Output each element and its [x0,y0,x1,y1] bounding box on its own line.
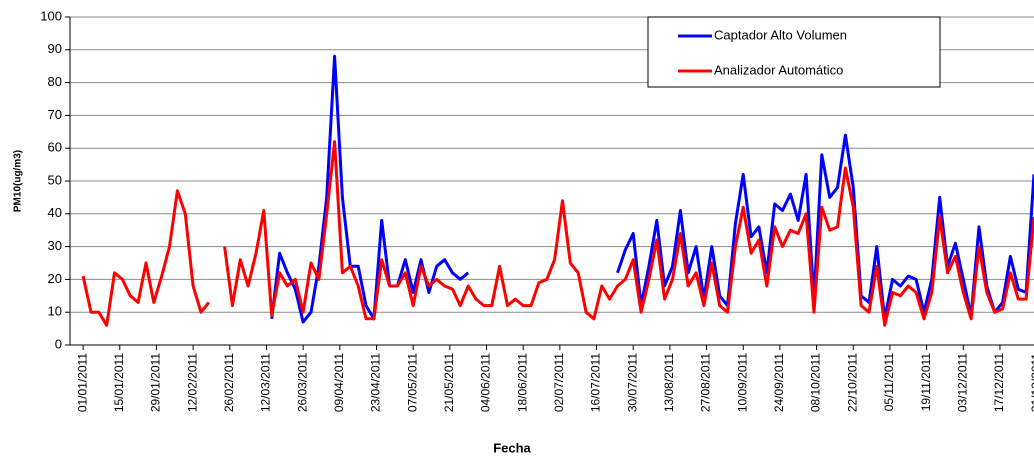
x-tick-label: 26/03/2011 [295,353,309,412]
legend-label: Captador Alto Volumen [714,27,847,42]
x-tick-label: 21/05/2011 [442,353,456,412]
x-axis-label: Fecha [493,440,531,455]
x-tick-label: 15/01/2011 [112,353,126,412]
x-tick-label: 02/07/2011 [552,353,566,412]
x-tick-label: 04/06/2011 [479,353,493,412]
x-tick-label: 12/03/2011 [259,353,273,412]
y-tick-label: 80 [48,74,62,89]
legend-box [647,16,941,88]
x-tick-label: 03/12/2011 [955,353,969,412]
y-tick-label: 40 [48,205,62,220]
y-axis-label: PM10(ug/m3) [13,150,24,212]
x-tick-label: 12/02/2011 [185,353,199,412]
x-tick-label: 29/01/2011 [149,353,163,412]
x-tick-label: 22/10/2011 [845,353,859,412]
y-tick-label: 0 [55,336,62,351]
y-tick-label: 20 [48,271,62,286]
y-tick-label: 10 [48,304,62,319]
x-tick-label: 31/12/2011 [1029,353,1034,412]
x-tick-label: 13/08/2011 [662,353,676,412]
y-tick-label: 100 [40,8,62,23]
x-tick-label: 24/09/2011 [772,353,786,412]
x-tick-label: 26/02/2011 [222,353,236,412]
y-tick-label: 30 [48,238,62,253]
x-tick-label: 08/10/2011 [809,353,823,412]
x-tick-label: 05/11/2011 [882,353,896,412]
x-tick-label: 09/04/2011 [332,353,346,412]
series-line [81,140,1034,327]
x-tick-label: 17/12/2011 [992,353,1006,412]
y-tick-label: 90 [48,41,62,56]
x-tick-label: 01/01/2011 [75,353,89,412]
y-tick-label: 50 [48,172,62,187]
x-tick-label: 23/04/2011 [369,353,383,412]
x-tick-label: 27/08/2011 [699,353,713,412]
y-tick-label: 60 [48,140,62,155]
series-line [270,54,1034,324]
x-tick-label: 16/07/2011 [589,353,603,412]
x-tick-label: 07/05/2011 [405,353,419,412]
x-tick-label: 30/07/2011 [625,353,639,412]
x-tick-label: 19/11/2011 [919,353,933,412]
x-tick-label: 18/06/2011 [515,353,529,412]
y-tick-label: 70 [48,107,62,122]
legend-label: Analizador Automático [714,62,843,77]
x-tick-label: 10/09/2011 [735,353,749,412]
